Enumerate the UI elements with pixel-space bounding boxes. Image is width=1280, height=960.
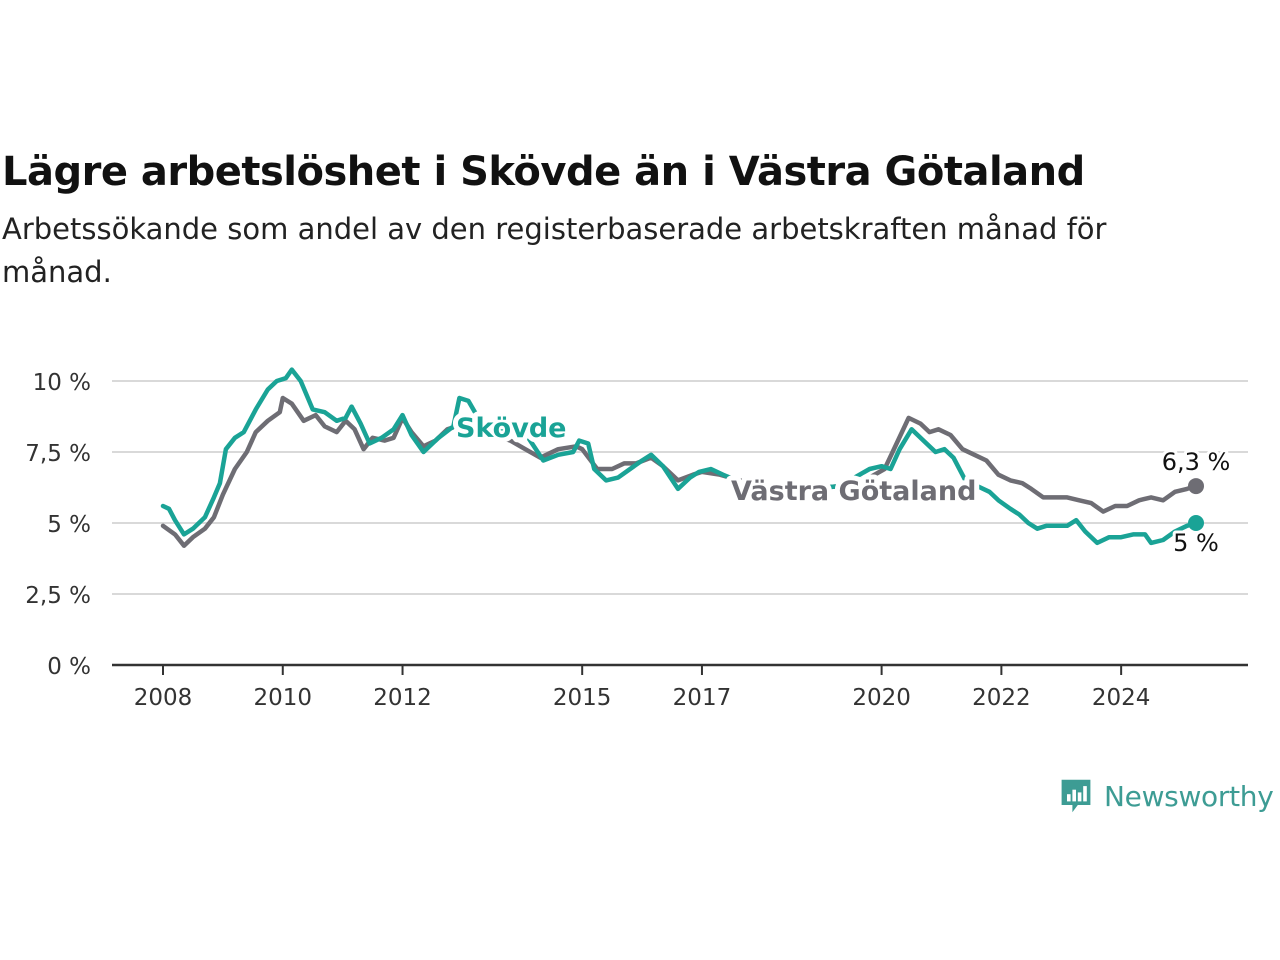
x-tick-label: 2010 bbox=[253, 685, 312, 711]
series-end-point bbox=[1188, 515, 1204, 531]
chart-title: Lägre arbetslöshet i Skövde än i Västra … bbox=[2, 149, 1085, 195]
series-label-skovde-halo: Skövde bbox=[456, 413, 566, 444]
newsworthy-logo[interactable]: Newsworthy bbox=[1058, 772, 1274, 820]
x-tick-label: 2017 bbox=[673, 685, 732, 711]
chart-subtitle: Arbetssökande som andel av den registerb… bbox=[2, 212, 1107, 289]
end-value-label-skovde-halo: 5 % bbox=[1173, 529, 1219, 557]
x-tick-label: 2012 bbox=[373, 685, 432, 711]
end-value-label-skovde: 5 % bbox=[1173, 529, 1219, 557]
x-tick-label: 2024 bbox=[1092, 685, 1151, 711]
y-tick-label: 2,5 % bbox=[25, 583, 91, 609]
x-tick-label: 2022 bbox=[972, 685, 1031, 711]
y-tick-label: 5 % bbox=[47, 512, 91, 538]
x-tick-label: 2020 bbox=[852, 685, 911, 711]
gridlines bbox=[112, 380, 1248, 667]
y-tick-label: 7,5 % bbox=[25, 441, 91, 467]
series-label-skovde: Skövde bbox=[456, 413, 566, 444]
series-label-vastra-gotaland-halo: Västra Götaland bbox=[731, 476, 976, 507]
x-tick-label: 2015 bbox=[553, 685, 612, 711]
end-value-label-vastra-gotaland: 6,3 % bbox=[1162, 448, 1231, 476]
series-line-vastra-gotaland bbox=[160, 395, 1199, 548]
brand-name: Newsworthy bbox=[1104, 779, 1274, 813]
y-tick-label: 0 % bbox=[47, 654, 91, 680]
newsworthy-logo-icon bbox=[1061, 779, 1091, 813]
end-value-label-vastra-gotaland-halo: 6,3 % bbox=[1162, 448, 1231, 476]
x-axis-ticks: 2008 2010 2012 2015 2017 2020 2022 2024 bbox=[134, 665, 1151, 711]
x-tick-label: 2008 bbox=[134, 685, 193, 711]
y-tick-label: 10 % bbox=[33, 370, 91, 396]
series-end-point bbox=[1188, 478, 1204, 495]
y-axis-ticks: 0 % 2,5 % 5 % 7,5 % 10 % bbox=[25, 370, 91, 680]
series-lines bbox=[160, 367, 1204, 548]
series-label-vastra-gotaland: Västra Götaland bbox=[731, 476, 976, 507]
series-line-skovde bbox=[160, 367, 1199, 546]
